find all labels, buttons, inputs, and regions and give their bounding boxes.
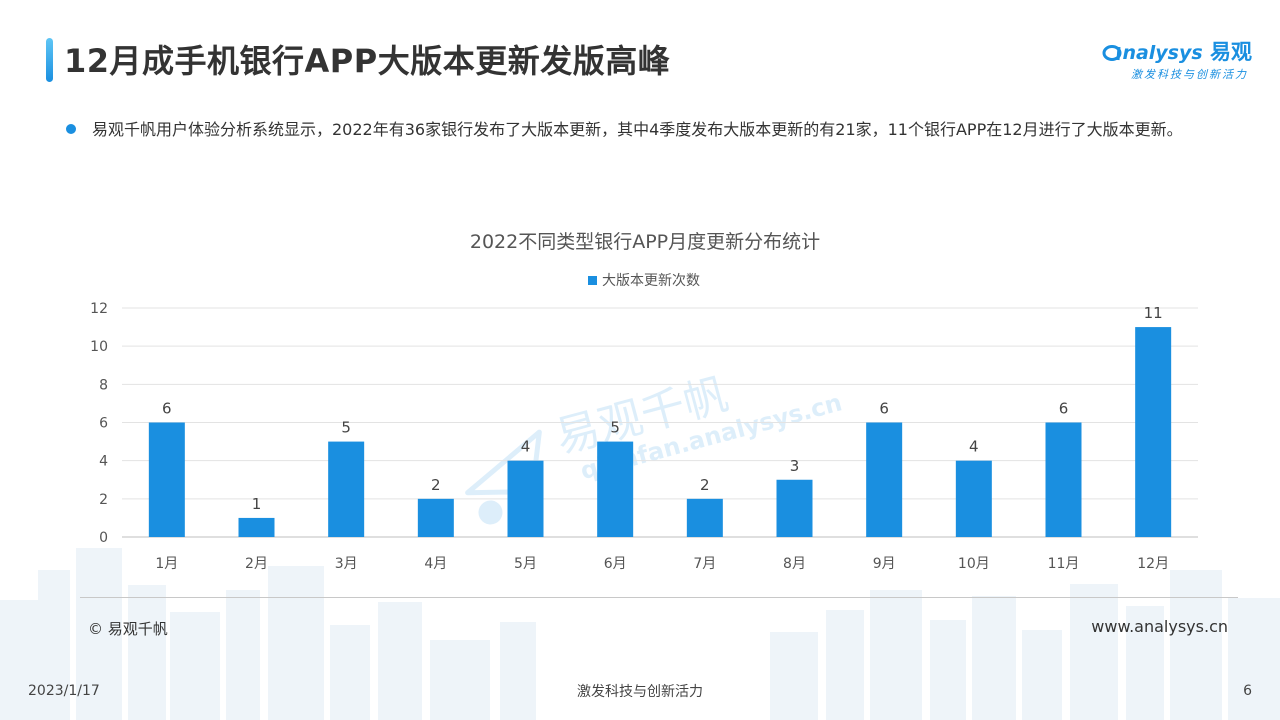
bar-value-label: 5 [610,419,620,437]
bar-value-label: 11 [1144,304,1163,322]
x-tick-label: 12月 [1137,556,1169,572]
y-tick-label: 6 [99,416,108,432]
x-tick-label: 10月 [958,556,990,572]
brand-logo: nalysys 易观 激发科技与创新活力 [1102,36,1252,84]
x-tick-label: 11月 [1048,556,1080,572]
bar [686,498,723,537]
bar-value-label: 6 [162,400,172,418]
brand-logo-latin: nalysys [1122,42,1203,64]
x-tick-label: 1月 [155,556,178,572]
x-tick-label: 9月 [873,556,896,572]
bar [238,517,275,537]
chart-legend: 大版本更新次数 [588,270,700,290]
bar [776,479,813,537]
x-tick-label: 4月 [424,556,447,572]
bar [1135,327,1172,537]
bar [328,441,365,537]
report-date: 2023/1/17 [28,683,100,699]
analysys-a-icon [1102,45,1122,61]
summary-text: 易观千帆用户体验分析系统显示，2022年有36家银行发布了大版本更新，其中4季度… [92,120,1183,139]
y-tick-label: 10 [90,339,108,355]
bar-value-label: 5 [341,419,351,437]
x-tick-label: 6月 [604,556,627,572]
bar-data-labels: 6 1 5 2 4 5 2 3 6 4 6 11 [162,304,1163,513]
bar-value-label: 2 [431,476,441,494]
bar [507,460,544,537]
x-tick-label: 5月 [514,556,537,572]
bar [148,422,185,537]
bar [955,460,992,537]
footer-slogan: 激发科技与创新活力 [577,684,703,700]
bar-value-label: 2 [700,476,710,494]
title-accent-bar [46,38,53,82]
y-tick-label: 0 [99,530,108,546]
bar [1045,422,1082,537]
brand-slogan: 激发科技与创新活力 [1131,68,1248,81]
website-link[interactable]: www.analysys.cn [1091,617,1228,636]
y-tick-label: 4 [99,454,108,470]
x-tick-label: 3月 [335,556,358,572]
page-title: 12月成手机银行APP大版本更新发版高峰 [64,42,671,80]
y-axis-ticks: 0 2 4 6 8 10 12 [90,301,108,546]
legend-label: 大版本更新次数 [602,273,700,289]
y-tick-label: 12 [90,301,108,317]
y-tick-label: 8 [99,377,108,393]
bar [417,498,454,537]
page-number: 6 [1243,683,1252,699]
chart-title: 2022不同类型银行APP月度更新分布统计 [469,231,821,253]
brand-logo-cn: 易观 [1210,40,1252,64]
legend-swatch [588,275,597,285]
bullet-dot [66,124,76,134]
bar-value-label: 6 [879,400,889,418]
x-axis-ticks: 1月 2月 3月 4月 5月 6月 7月 8月 9月 10月 11月 12月 [155,556,1169,572]
x-tick-label: 8月 [783,556,806,572]
bar-value-label: 4 [969,438,979,456]
brand-logo-text: nalysys 易观 [1102,36,1252,66]
chart-gridlines [122,307,1198,538]
bar-value-label: 6 [1059,400,1069,418]
x-tick-label: 2月 [245,556,268,572]
bar-value-label: 4 [521,438,531,456]
source-label: © 易观千帆 [88,620,168,638]
x-tick-label: 7月 [693,556,716,572]
footer-divider [80,597,1238,598]
bar-value-label: 3 [790,457,800,475]
y-tick-label: 2 [99,492,108,508]
bar-value-label: 1 [252,495,262,513]
chart-bars [148,327,1172,537]
bar [866,422,903,537]
bar [597,441,634,537]
